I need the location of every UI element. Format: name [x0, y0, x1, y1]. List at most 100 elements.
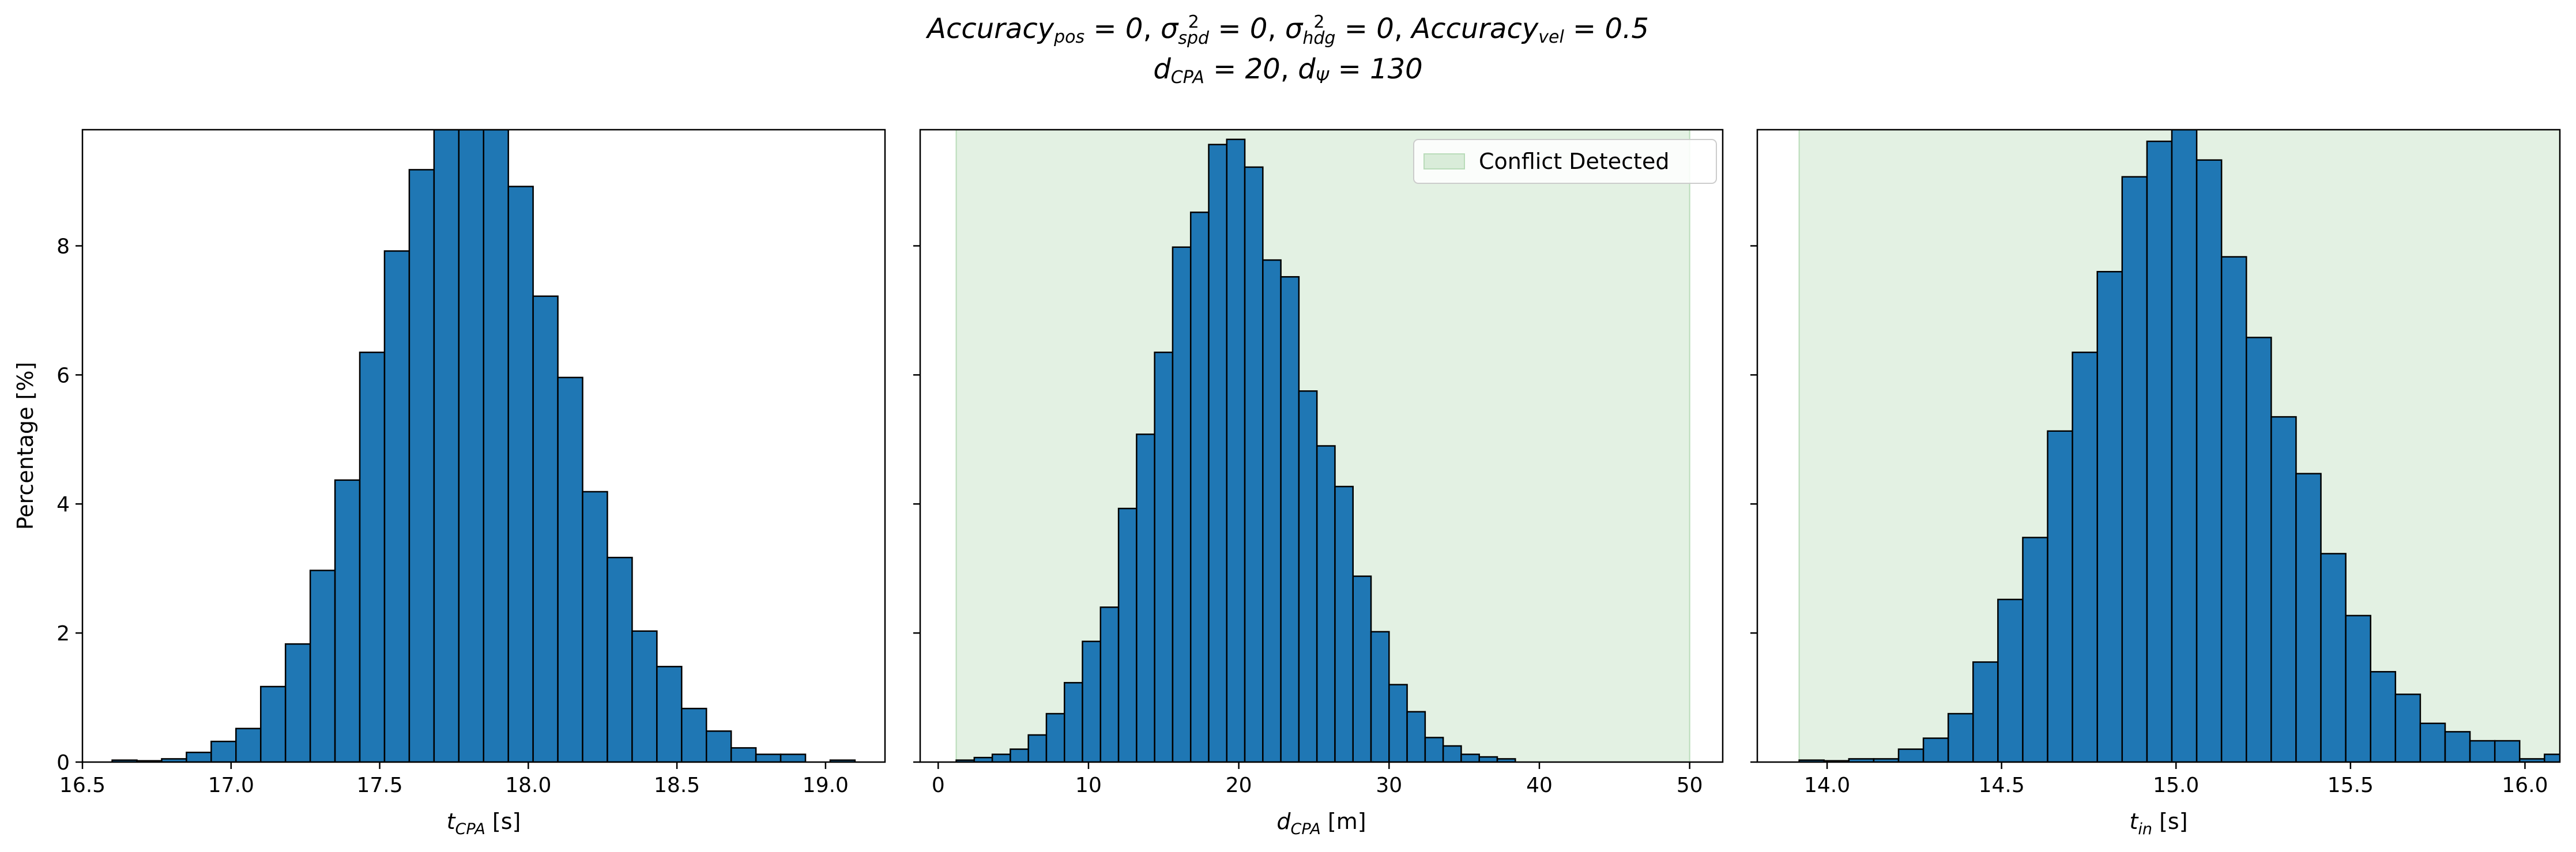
histogram-bar: [235, 727, 262, 762]
plot-area: [111, 130, 856, 762]
histogram-bar: [1099, 606, 1120, 762]
histogram-bar: [1045, 712, 1065, 762]
x-tick-label: 18.0: [505, 774, 551, 797]
histogram-bar: [507, 186, 534, 762]
x-tick-label: 18.5: [654, 774, 700, 797]
histogram-bar: [607, 556, 633, 762]
histogram-bar: [2494, 740, 2521, 762]
histogram-bar: [2394, 693, 2421, 762]
histogram-bar: [1189, 212, 1210, 762]
y-tick-label: 2: [57, 622, 70, 646]
histogram-bar: [259, 685, 287, 762]
x-tick-label: 14.5: [1979, 774, 2025, 797]
x-tick-label: 16.0: [2502, 774, 2548, 797]
histogram-bar: [1027, 734, 1048, 762]
histogram-bar: [656, 666, 683, 762]
histogram-bar: [2096, 271, 2123, 762]
y-axis-label: Percentage [%]: [13, 362, 38, 530]
x-tick-label: 19.0: [803, 774, 849, 797]
histogram-bar: [706, 730, 732, 762]
x-tick-label: 16.5: [59, 774, 106, 797]
histogram-bar: [433, 130, 460, 762]
histogram-bar: [2121, 176, 2148, 762]
legend-label: Conflict Detected: [1479, 149, 1669, 174]
histogram-bar: [1316, 445, 1336, 762]
histogram-bar: [2320, 553, 2347, 762]
histogram-bar: [1496, 758, 1516, 762]
histogram-bar: [2444, 731, 2471, 762]
histogram-bar: [1424, 737, 1444, 762]
x-tick-label: 15.0: [2153, 774, 2199, 797]
subplot-1: 16.5 17.0 17.5 18.0 18.5 19.0 0 2 4 6 8 tCPA [s] Per…: [13, 129, 886, 838]
histogram-bar: [1262, 259, 1282, 762]
histogram-bar: [408, 169, 435, 762]
y-tick-label: 6: [57, 364, 70, 387]
histogram-bar: [1117, 507, 1138, 762]
histogram-bar: [1997, 598, 2024, 762]
histogram-bar: [2370, 671, 2397, 762]
histogram-bar: [383, 250, 410, 762]
y-tick-label: 0: [57, 751, 70, 775]
histogram-bar: [2022, 537, 2048, 762]
x-tick-label: 50: [1677, 774, 1703, 797]
histogram-bar: [2270, 416, 2297, 762]
histogram-bar: [210, 740, 237, 762]
histogram-bar: [557, 376, 583, 762]
histogram-bar: [359, 351, 386, 762]
x-tick-label: 40: [1526, 774, 1553, 797]
histogram-bar: [1334, 485, 1354, 762]
plot-area: [955, 130, 1690, 762]
histogram-bar: [309, 570, 336, 762]
x-tick-label: 20: [1226, 774, 1252, 797]
x-axis-label: tin [s]: [2129, 809, 2187, 838]
histogram-bar: [991, 753, 1011, 762]
histogram-bar: [1082, 640, 1102, 762]
histogram-bar: [755, 753, 782, 762]
y-tick-label: 8: [57, 235, 70, 258]
histogram-bar: [2220, 256, 2247, 762]
histogram-bar: [730, 747, 757, 762]
histogram-bar: [2246, 337, 2272, 762]
histogram-bar: [1370, 631, 1390, 762]
legend: Conflict Detected: [1413, 139, 1717, 184]
x-tick-label: 17.0: [208, 774, 254, 797]
histogram-bar: [1388, 684, 1408, 762]
x-axis-label: tCPA [s]: [447, 809, 521, 838]
histogram-bar: [1947, 712, 1974, 762]
histogram-bar: [284, 643, 311, 762]
legend-box: [1413, 139, 1717, 184]
x-tick-label: 30: [1376, 774, 1402, 797]
histogram-bar: [2047, 430, 2073, 762]
histogram-bar: [1154, 351, 1174, 762]
histogram-bar: [1298, 390, 1318, 762]
axes-frame: [81, 129, 886, 763]
histogram-bar: [1280, 276, 1300, 762]
histogram-bar: [1010, 748, 1029, 762]
legend-swatch: [1423, 153, 1465, 169]
histogram-bar: [1922, 737, 1949, 762]
histogram-bar: [1460, 753, 1480, 762]
histogram-bar: [1897, 748, 1925, 762]
histogram-bar: [779, 753, 807, 762]
chart-title-line-1: Accuracypos = 0, σ 2 spd = 0, σ 2 hdg = 0, A…: [927, 12, 1649, 48]
x-tick-label: 15.5: [2328, 774, 2374, 797]
subplot-3: 14.0 14.5 15.0 15.5 16.0 tin [s]: [1750, 129, 2561, 838]
histogram-bar: [2345, 615, 2371, 762]
histogram-bar: [1136, 433, 1155, 762]
histogram-bar: [2171, 130, 2198, 762]
histogram-bar: [681, 707, 707, 762]
histogram-bar: [1208, 144, 1228, 762]
x-tick-label: 10: [1075, 774, 1102, 797]
histogram-bar: [1226, 138, 1246, 762]
axes-frame: [919, 129, 1724, 763]
axes-frame: [1756, 129, 2561, 763]
histogram-bar: [2195, 159, 2223, 762]
y-tick-label: 4: [57, 493, 70, 517]
x-tick-label: 0: [932, 774, 945, 797]
histogram-bar: [2419, 722, 2446, 762]
histogram-bar: [1442, 745, 1462, 762]
histogram-bar: [1172, 246, 1192, 762]
x-axis-label: dCPA [m]: [1276, 809, 1366, 838]
subplot-2: 0 10 20 30 40 50 dCPA [m] Conflict Detected: [913, 129, 1724, 838]
